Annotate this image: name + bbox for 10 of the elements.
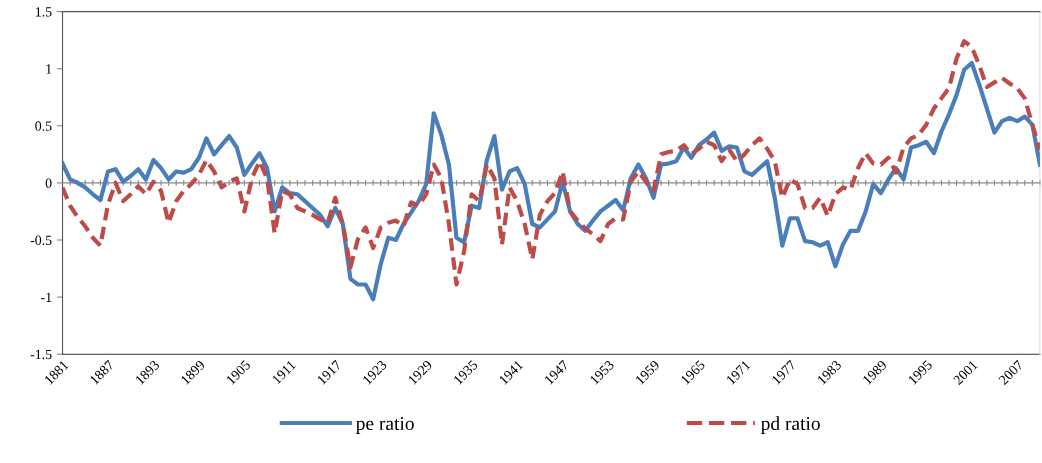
- y-tick-label: 0: [45, 178, 52, 188]
- y-tick-label: -0.5: [30, 235, 52, 245]
- x-tick-label: 1911: [271, 359, 297, 385]
- y-tick-label: 1: [46, 64, 52, 74]
- y-tick-label: -1.5: [30, 349, 52, 360]
- y-tick-label: -1: [41, 292, 52, 302]
- legend-label: pd ratio: [760, 416, 820, 434]
- y-tick-label: 0.5: [35, 121, 52, 131]
- legend-label: pe ratio: [356, 416, 414, 434]
- y-tick-label: 1.5: [35, 7, 52, 17]
